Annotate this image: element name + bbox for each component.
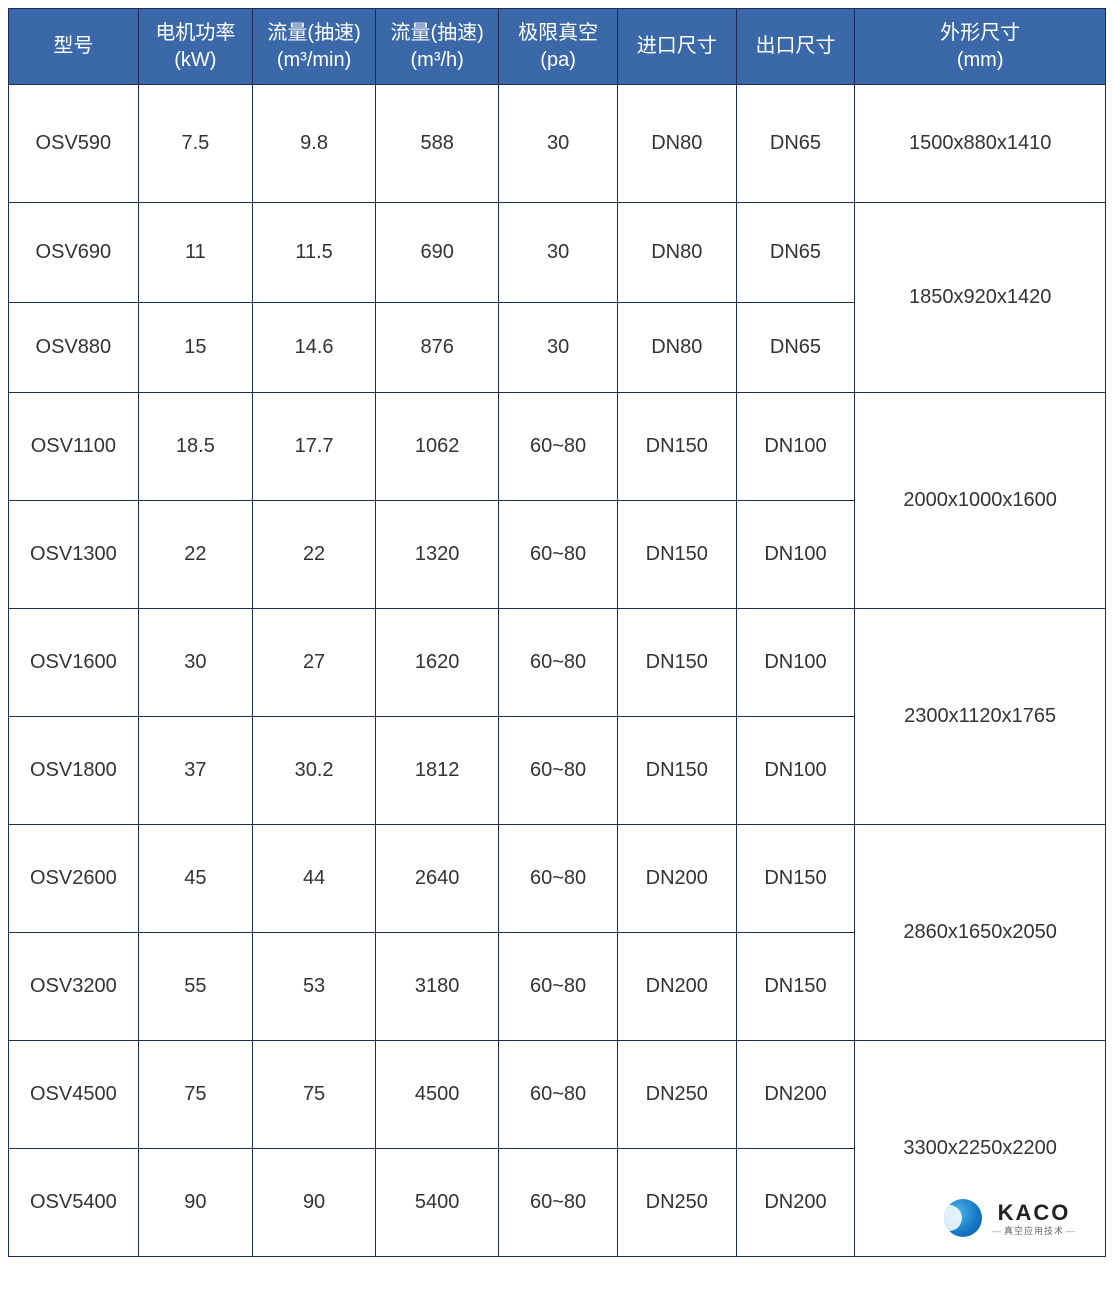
cell-model: OSV2600 [9, 825, 139, 933]
cell-outlet: DN100 [736, 393, 855, 501]
cell-outlet: DN100 [736, 609, 855, 717]
cell-outlet: DN200 [736, 1149, 855, 1257]
cell-power: 7.5 [138, 85, 252, 203]
cell-flow_m: 75 [253, 1041, 376, 1149]
cell-outlet: DN100 [736, 501, 855, 609]
cell-model: OSV880 [9, 303, 139, 393]
cell-flow_m: 27 [253, 609, 376, 717]
cell-outlet: DN65 [736, 85, 855, 203]
header-flow-h: 流量(抽速)(m³/h) [376, 9, 499, 85]
cell-vacuum: 60~80 [499, 1041, 618, 1149]
cell-model: OSV1800 [9, 717, 139, 825]
cell-inlet: DN80 [617, 85, 736, 203]
cell-model: OSV1600 [9, 609, 139, 717]
cell-power: 11 [138, 203, 252, 303]
table-row: OSV26004544264060~80DN200DN1502860x1650x… [9, 825, 1106, 933]
cell-dim: 1850x920x1420 [855, 203, 1106, 393]
cell-inlet: DN150 [617, 717, 736, 825]
header-inlet: 进口尺寸 [617, 9, 736, 85]
cell-model: OSV3200 [9, 933, 139, 1041]
cell-vacuum: 30 [499, 203, 618, 303]
cell-flow_h: 1620 [376, 609, 499, 717]
cell-dim: 2000x1000x1600 [855, 393, 1106, 609]
cell-power: 90 [138, 1149, 252, 1257]
cell-vacuum: 60~80 [499, 933, 618, 1041]
cell-vacuum: 30 [499, 85, 618, 203]
header-model: 型号 [9, 9, 139, 85]
cell-vacuum: 60~80 [499, 393, 618, 501]
cell-flow_h: 4500 [376, 1041, 499, 1149]
cell-dim: 1500x880x1410 [855, 85, 1106, 203]
cell-model: OSV1100 [9, 393, 139, 501]
header-vacuum: 极限真空(pa) [499, 9, 618, 85]
cell-flow_m: 14.6 [253, 303, 376, 393]
cell-dim: 2860x1650x2050 [855, 825, 1106, 1041]
cell-inlet: DN80 [617, 303, 736, 393]
header-power: 电机功率(kW) [138, 9, 252, 85]
cell-vacuum: 60~80 [499, 501, 618, 609]
cell-outlet: DN65 [736, 303, 855, 393]
cell-outlet: DN200 [736, 1041, 855, 1149]
cell-power: 55 [138, 933, 252, 1041]
cell-flow_m: 30.2 [253, 717, 376, 825]
cell-flow_h: 1812 [376, 717, 499, 825]
cell-vacuum: 60~80 [499, 825, 618, 933]
cell-flow_m: 53 [253, 933, 376, 1041]
cell-flow_h: 588 [376, 85, 499, 203]
cell-model: OSV1300 [9, 501, 139, 609]
cell-model: OSV5400 [9, 1149, 139, 1257]
cell-flow_h: 876 [376, 303, 499, 393]
cell-dim: 3300x2250x2200 [855, 1041, 1106, 1257]
table-row: OSV45007575450060~80DN250DN2003300x2250x… [9, 1041, 1106, 1149]
cell-power: 15 [138, 303, 252, 393]
header-row: 型号 电机功率(kW) 流量(抽速)(m³/min) 流量(抽速)(m³/h) … [9, 9, 1106, 85]
cell-flow_m: 9.8 [253, 85, 376, 203]
cell-inlet: DN80 [617, 203, 736, 303]
cell-outlet: DN65 [736, 203, 855, 303]
table-row: OSV5907.59.858830DN80DN651500x880x1410 [9, 85, 1106, 203]
header-flow-m: 流量(抽速)(m³/min) [253, 9, 376, 85]
cell-inlet: DN250 [617, 1041, 736, 1149]
cell-flow_m: 22 [253, 501, 376, 609]
cell-flow_h: 2640 [376, 825, 499, 933]
spec-table: 型号 电机功率(kW) 流量(抽速)(m³/min) 流量(抽速)(m³/h) … [8, 8, 1106, 1257]
cell-vacuum: 30 [499, 303, 618, 393]
cell-vacuum: 60~80 [499, 1149, 618, 1257]
cell-power: 45 [138, 825, 252, 933]
cell-power: 30 [138, 609, 252, 717]
cell-vacuum: 60~80 [499, 609, 618, 717]
table-row: OSV16003027162060~80DN150DN1002300x1120x… [9, 609, 1106, 717]
cell-inlet: DN200 [617, 825, 736, 933]
cell-model: OSV690 [9, 203, 139, 303]
header-dim: 外形尺寸(mm) [855, 9, 1106, 85]
table-row: OSV6901111.569030DN80DN651850x920x1420 [9, 203, 1106, 303]
cell-inlet: DN250 [617, 1149, 736, 1257]
cell-vacuum: 60~80 [499, 717, 618, 825]
cell-outlet: DN150 [736, 825, 855, 933]
cell-inlet: DN200 [617, 933, 736, 1041]
cell-model: OSV4500 [9, 1041, 139, 1149]
cell-inlet: DN150 [617, 393, 736, 501]
cell-power: 22 [138, 501, 252, 609]
cell-flow_h: 690 [376, 203, 499, 303]
cell-power: 37 [138, 717, 252, 825]
cell-flow_h: 1320 [376, 501, 499, 609]
cell-flow_h: 5400 [376, 1149, 499, 1257]
cell-inlet: DN150 [617, 609, 736, 717]
cell-flow_h: 1062 [376, 393, 499, 501]
cell-flow_h: 3180 [376, 933, 499, 1041]
cell-dim: 2300x1120x1765 [855, 609, 1106, 825]
cell-outlet: DN100 [736, 717, 855, 825]
cell-model: OSV590 [9, 85, 139, 203]
table-row: OSV110018.517.7106260~80DN150DN1002000x1… [9, 393, 1106, 501]
cell-flow_m: 44 [253, 825, 376, 933]
cell-flow_m: 11.5 [253, 203, 376, 303]
cell-power: 75 [138, 1041, 252, 1149]
cell-flow_m: 90 [253, 1149, 376, 1257]
header-outlet: 出口尺寸 [736, 9, 855, 85]
cell-flow_m: 17.7 [253, 393, 376, 501]
cell-inlet: DN150 [617, 501, 736, 609]
cell-outlet: DN150 [736, 933, 855, 1041]
cell-power: 18.5 [138, 393, 252, 501]
